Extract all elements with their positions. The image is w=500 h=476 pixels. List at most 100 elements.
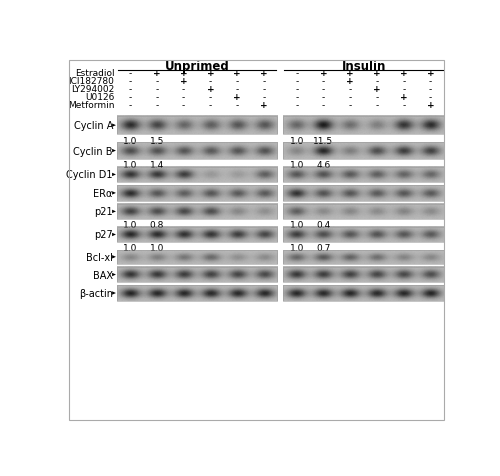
- Polygon shape: [112, 256, 116, 259]
- Text: +: +: [373, 69, 381, 78]
- Bar: [284, 143, 444, 160]
- Text: -: -: [322, 93, 325, 102]
- Polygon shape: [112, 173, 116, 177]
- Text: -: -: [429, 93, 432, 102]
- Text: -: -: [208, 101, 212, 110]
- Text: -: -: [322, 77, 325, 86]
- Polygon shape: [112, 273, 116, 277]
- Text: +: +: [180, 77, 188, 86]
- Text: +: +: [373, 85, 381, 94]
- Text: -: -: [155, 77, 158, 86]
- Text: +: +: [206, 85, 214, 94]
- Text: 0.4: 0.4: [316, 221, 330, 230]
- Text: -: -: [155, 85, 158, 94]
- Text: -: -: [236, 77, 238, 86]
- Text: -: -: [295, 77, 298, 86]
- Text: 1.0: 1.0: [123, 136, 138, 145]
- Text: Unprimed: Unprimed: [164, 60, 230, 73]
- Polygon shape: [112, 192, 116, 195]
- Bar: [284, 117, 444, 135]
- Bar: [284, 267, 444, 283]
- Text: -: -: [182, 101, 185, 110]
- Text: -: -: [295, 69, 298, 78]
- Bar: [117, 204, 277, 219]
- Text: -: -: [128, 85, 132, 94]
- Bar: [117, 250, 277, 264]
- Bar: [284, 250, 444, 264]
- Text: -: -: [376, 77, 378, 86]
- Text: ERα: ERα: [94, 188, 113, 198]
- Text: U0126: U0126: [85, 93, 114, 102]
- Bar: [117, 186, 277, 201]
- Text: -: -: [295, 101, 298, 110]
- Text: 1.0: 1.0: [123, 244, 138, 253]
- Text: -: -: [236, 101, 238, 110]
- Text: 1.0: 1.0: [123, 221, 138, 230]
- Text: 1.0: 1.0: [290, 161, 304, 170]
- Text: 1.5: 1.5: [150, 136, 164, 145]
- Text: 1.0: 1.0: [290, 221, 304, 230]
- Text: +: +: [260, 101, 268, 110]
- Text: -: -: [376, 101, 378, 110]
- Polygon shape: [112, 292, 116, 295]
- Text: Bcl-xl: Bcl-xl: [86, 252, 113, 262]
- Bar: [117, 168, 277, 183]
- Polygon shape: [112, 149, 116, 153]
- Bar: [284, 286, 444, 301]
- Text: -: -: [128, 101, 132, 110]
- Bar: [284, 204, 444, 219]
- Bar: [284, 228, 444, 243]
- Text: -: -: [155, 93, 158, 102]
- Text: -: -: [429, 77, 432, 86]
- Polygon shape: [112, 124, 116, 128]
- Text: p21: p21: [94, 207, 113, 217]
- Bar: [117, 286, 277, 301]
- Bar: [117, 117, 277, 135]
- Text: -: -: [128, 93, 132, 102]
- Text: +: +: [260, 69, 268, 78]
- Text: Metformin: Metformin: [68, 101, 114, 110]
- Text: -: -: [128, 69, 132, 78]
- Text: +: +: [400, 69, 407, 78]
- Text: Cyclin B: Cyclin B: [74, 146, 113, 156]
- Text: 1.4: 1.4: [150, 161, 164, 170]
- Text: -: -: [402, 77, 406, 86]
- Text: -: -: [348, 101, 352, 110]
- Text: -: -: [208, 93, 212, 102]
- Bar: [117, 267, 277, 283]
- Bar: [117, 143, 277, 160]
- Text: +: +: [234, 93, 241, 102]
- Text: p27: p27: [94, 230, 113, 240]
- Text: Cyclin A: Cyclin A: [74, 121, 113, 131]
- Text: ICI182780: ICI182780: [68, 77, 114, 86]
- Text: -: -: [402, 101, 406, 110]
- Text: -: -: [262, 85, 266, 94]
- Text: -: -: [262, 77, 266, 86]
- Text: 0.8: 0.8: [150, 221, 164, 230]
- Text: -: -: [295, 85, 298, 94]
- Text: -: -: [322, 101, 325, 110]
- Text: -: -: [429, 85, 432, 94]
- Text: 0.7: 0.7: [316, 244, 330, 253]
- Bar: [284, 186, 444, 201]
- Text: +: +: [346, 69, 354, 78]
- Text: -: -: [128, 77, 132, 86]
- Text: -: -: [182, 93, 185, 102]
- Text: -: -: [236, 85, 238, 94]
- Text: -: -: [155, 101, 158, 110]
- Text: +: +: [206, 69, 214, 78]
- Text: +: +: [426, 101, 434, 110]
- Text: -: -: [182, 85, 185, 94]
- Bar: [117, 228, 277, 243]
- Text: 1.0: 1.0: [290, 244, 304, 253]
- Text: 1.0: 1.0: [123, 161, 138, 170]
- Text: -: -: [322, 85, 325, 94]
- Text: -: -: [348, 93, 352, 102]
- Text: Estradiol: Estradiol: [75, 69, 114, 78]
- Text: 4.6: 4.6: [316, 161, 330, 170]
- Text: -: -: [348, 85, 352, 94]
- Text: +: +: [346, 77, 354, 86]
- Text: 11.5: 11.5: [314, 136, 334, 145]
- Text: 1.0: 1.0: [290, 136, 304, 145]
- Text: -: -: [208, 77, 212, 86]
